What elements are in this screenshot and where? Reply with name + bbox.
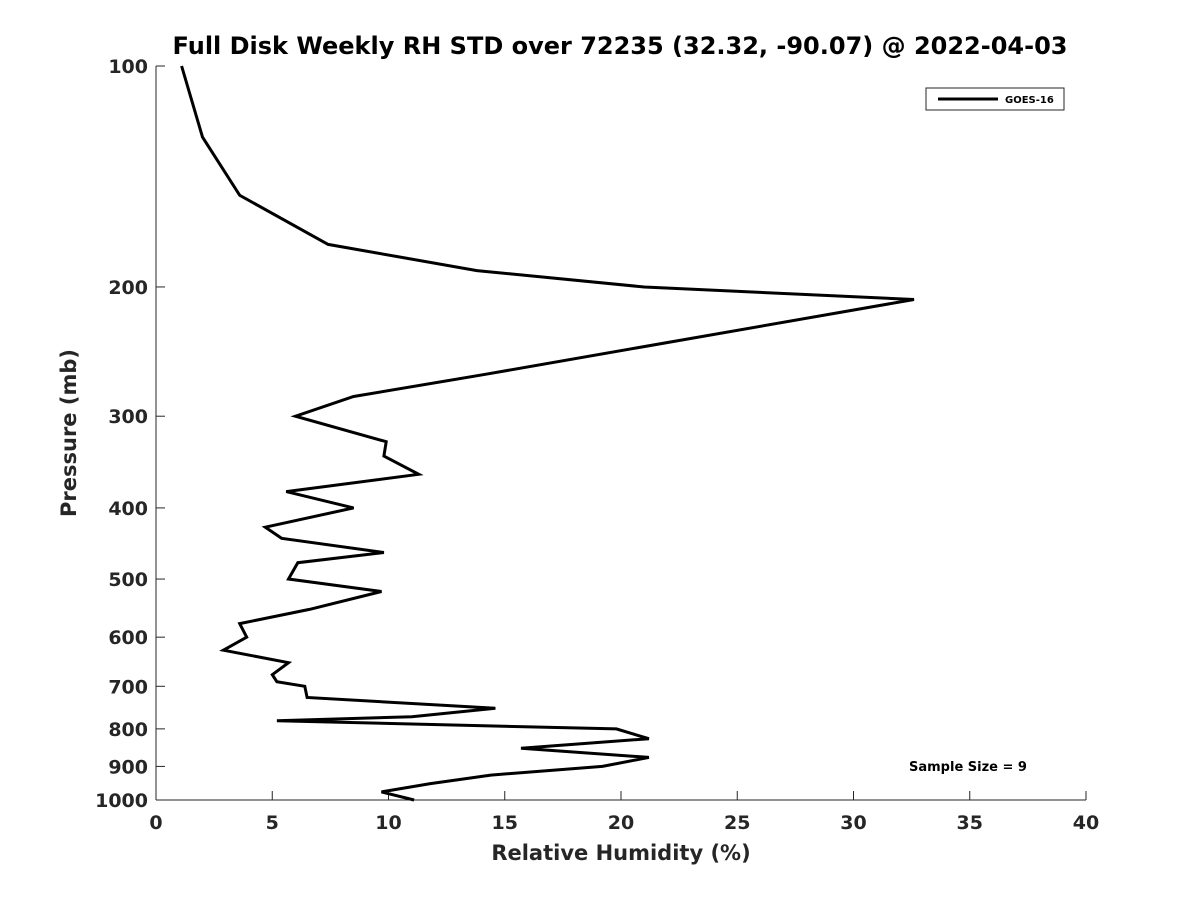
- x-tick-label: 10: [375, 812, 401, 834]
- x-tick-label: 25: [724, 812, 750, 834]
- chart-title: Full Disk Weekly RH STD over 72235 (32.3…: [173, 32, 1068, 60]
- y-tick-label: 1000: [95, 790, 148, 812]
- legend-entry-goes-16: GOES-16: [1005, 95, 1054, 106]
- series-line-goes-16: [180, 65, 915, 802]
- legend: GOES-16: [925, 87, 1065, 111]
- sample-size-annotation: Sample Size = 9: [909, 760, 1027, 775]
- x-tick-label: 5: [266, 812, 279, 834]
- y-ticks: 100 200 300 400 500 600 700 800 900 1000: [95, 56, 165, 812]
- x-tick-label: 35: [957, 812, 983, 834]
- y-tick-label: 700: [108, 676, 148, 698]
- y-tick-label: 500: [108, 569, 148, 591]
- y-tick-label: 300: [108, 406, 148, 428]
- plot-area: 0 5 10 15 20 25 30 35 40 100 200 300 400 500 600 700 80…: [95, 56, 1099, 834]
- y-tick-label: 600: [108, 627, 148, 649]
- x-tick-label: 15: [492, 812, 518, 834]
- x-axis-label: Relative Humidity (%): [491, 841, 750, 865]
- y-tick-label: 100: [108, 56, 148, 78]
- y-axis-label: Pressure (mb): [57, 349, 81, 517]
- x-ticks: 0 5 10 15 20 25 30 35 40: [149, 791, 1099, 834]
- y-tick-label: 200: [108, 277, 148, 299]
- y-tick-label: 800: [108, 719, 148, 741]
- x-tick-label: 30: [840, 812, 866, 834]
- x-tick-label: 0: [149, 812, 162, 834]
- x-tick-label: 20: [608, 812, 634, 834]
- y-tick-label: 900: [108, 756, 148, 778]
- y-tick-label: 400: [108, 498, 148, 520]
- x-tick-label: 40: [1073, 812, 1099, 834]
